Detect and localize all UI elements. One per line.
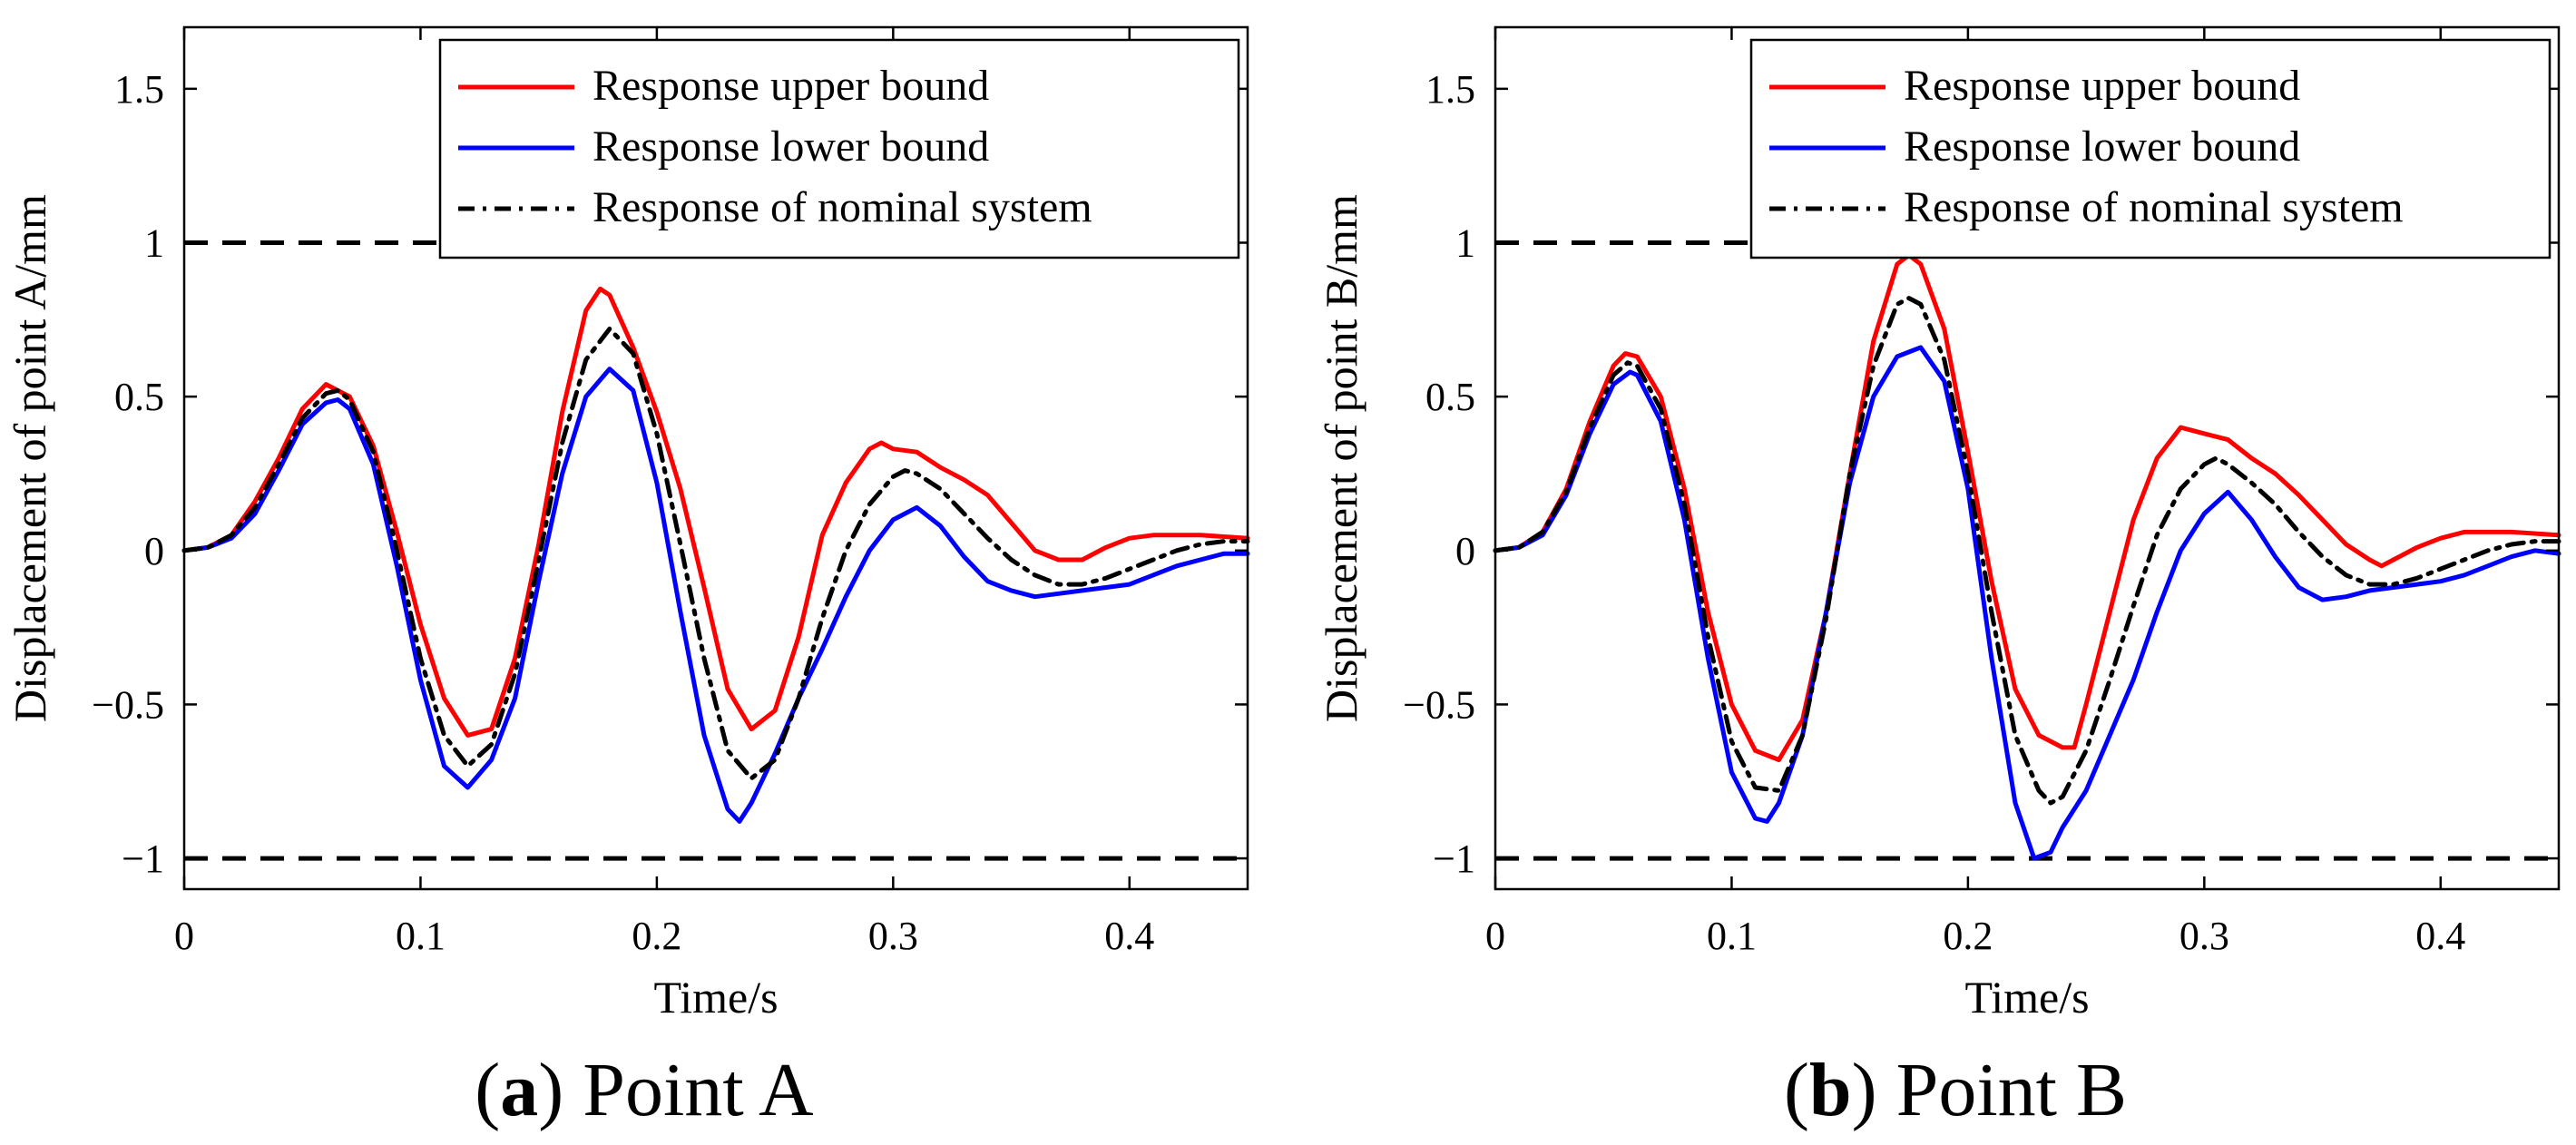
legend-label-1: Response upper bound: [1904, 62, 2300, 110]
y-tick-label: −1: [122, 837, 164, 881]
x-tick-label: 0.4: [2415, 914, 2465, 958]
y-tick-label: 0.5: [1425, 375, 1475, 419]
x-tick-label: 0.3: [2179, 914, 2229, 958]
y-tick-label: −1: [1433, 837, 1475, 881]
x-tick-label: 0: [1485, 914, 1505, 958]
series-line-1: [1493, 252, 2561, 762]
chart-a: 0 0.1 0.2 0.3 0.4 −1 −0.5 0 0.5 1 1.5 Time/s Displac…: [5, 25, 1250, 1023]
y-tick-label: 1.5: [1425, 67, 1475, 112]
caption-b: (b) Point B: [1783, 1048, 2128, 1132]
caption-a-letter: a: [500, 1048, 539, 1132]
x-axis-label: Time/s: [653, 972, 778, 1023]
x-tick-label: 0.2: [1943, 914, 1993, 958]
legend-label-3: Response of nominal system: [1904, 183, 2404, 231]
x-tick-label: 0: [174, 914, 194, 958]
x-tick-label: 0.2: [632, 914, 681, 958]
y-tick-label: 0: [144, 529, 164, 573]
y-tick-label: 1: [144, 221, 164, 266]
caption-b-text: Point B: [1895, 1048, 2128, 1132]
x-tick-label: 0.3: [868, 914, 918, 958]
legend-label-1: Response upper bound: [593, 62, 989, 110]
chart-panel-b: 0 0.1 0.2 0.3 0.4 −1 −0.5 0 0.5 1 1.5 Time/s Displac…: [1311, 0, 2576, 1145]
x-tick-label: 0.1: [1707, 914, 1757, 958]
series-line-1: [181, 286, 1250, 738]
y-axis-label: Displacement of point B/mm: [1316, 194, 1366, 722]
legend-label-2: Response lower bound: [593, 122, 989, 171]
x-tick-label: 0.4: [1104, 914, 1154, 958]
caption-b-letter: b: [1808, 1048, 1852, 1132]
x-tick-label: 0.1: [396, 914, 446, 958]
x-axis-label: Time/s: [1964, 972, 2089, 1023]
series-line-2: [1493, 345, 2561, 861]
y-tick-label: 1.5: [114, 67, 164, 112]
legend-label-2: Response lower bound: [1904, 122, 2300, 171]
series-line-3: [181, 327, 1250, 781]
y-axis-label: Displacement of point A/mm: [5, 194, 55, 722]
y-tick-label: −0.5: [1403, 682, 1475, 727]
legend-label-3: Response of nominal system: [593, 183, 1092, 231]
series-line-3: [1493, 296, 2561, 806]
axes-box: [182, 25, 1249, 891]
caption-a: (a) Point A: [475, 1048, 814, 1132]
series-line-2: [181, 367, 1250, 824]
y-tick-label: 0.5: [114, 375, 164, 419]
chart-b: 0 0.1 0.2 0.3 0.4 −1 −0.5 0 0.5 1 1.5 Time/s Displac…: [1316, 25, 2561, 1023]
axes-box: [1494, 25, 2561, 891]
y-tick-label: −0.5: [92, 682, 164, 727]
y-tick-label: 1: [1455, 221, 1475, 266]
chart-panel-a: 0 0.1 0.2 0.3 0.4 −1 −0.5 0 0.5 1 1.5 Time/s Displac…: [5, 25, 1250, 1132]
caption-a-text: Point A: [583, 1048, 814, 1132]
y-tick-label: 0: [1455, 529, 1475, 573]
